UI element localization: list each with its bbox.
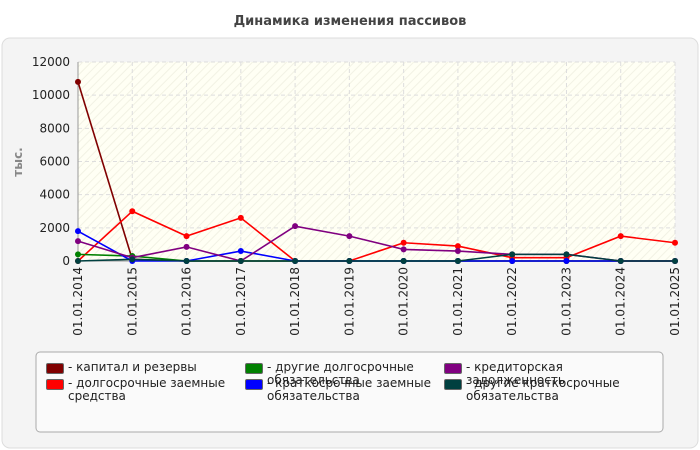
data-point	[129, 256, 136, 263]
data-point	[346, 233, 353, 240]
x-tick-label: 01.01.2023	[559, 267, 573, 336]
x-tick-label: 01.01.2021	[451, 267, 465, 336]
series-line	[77, 210, 676, 262]
legend-swatch	[245, 363, 263, 374]
data-point	[346, 258, 353, 264]
data-point	[183, 233, 190, 240]
x-tick-label: 01.01.2020	[397, 267, 411, 336]
data-point	[75, 258, 81, 264]
x-tick-label: 01.01.2014	[71, 267, 85, 336]
y-tick-label: 10000	[32, 88, 70, 102]
legend-entry: - другие долгосрочные обязательства	[245, 361, 435, 387]
data-point	[292, 223, 299, 230]
y-axis-label: тыс.	[11, 147, 25, 176]
legend-label: - долгосрочные заемные средства	[68, 376, 226, 403]
data-point	[672, 258, 678, 264]
legend-swatch	[245, 379, 263, 390]
legend-label: - краткосрочные заемные обязательства	[267, 376, 431, 403]
data-point	[672, 239, 678, 246]
data-point	[509, 251, 516, 258]
legend-swatch	[444, 363, 462, 374]
x-tick-label: 01.01.2025	[668, 267, 682, 336]
legend-box	[35, 351, 664, 433]
legend-swatch	[46, 363, 64, 374]
x-tick-label: 01.01.2017	[234, 267, 248, 336]
data-point	[129, 208, 136, 215]
y-tick-label: 2000	[39, 221, 70, 235]
legend-label: - капитал и резервы	[68, 360, 197, 374]
legend-entry: - долгосрочные заемные средства	[46, 377, 236, 403]
data-point	[237, 248, 244, 255]
y-tick-label: 6000	[39, 155, 70, 169]
y-tick-label: 8000	[39, 121, 70, 135]
legend-entry: - капитал и резервы	[46, 361, 236, 374]
data-point	[400, 239, 407, 246]
legend-entry: - кредиторская задолженность	[444, 361, 659, 387]
chart-title: Динамика изменения пассивов	[234, 14, 467, 29]
data-point	[75, 78, 81, 85]
data-point	[183, 243, 190, 250]
data-point	[400, 246, 407, 253]
data-point	[237, 214, 244, 221]
data-point	[75, 251, 81, 258]
data-point	[183, 258, 190, 264]
data-point	[400, 258, 407, 264]
legend-label: - другие долгосрочные обязательства	[267, 360, 414, 387]
x-tick-label: 01.01.2015	[125, 267, 139, 336]
data-point	[563, 251, 570, 258]
data-point	[75, 238, 81, 245]
y-tick-label: 4000	[39, 188, 70, 202]
data-point	[454, 248, 461, 255]
legend-swatch	[444, 379, 462, 390]
data-point	[563, 258, 570, 264]
x-tick-label: 01.01.2024	[614, 267, 628, 336]
x-tick-label: 01.01.2018	[288, 267, 302, 336]
x-tick-label: 01.01.2019	[342, 267, 356, 336]
data-point	[237, 258, 244, 264]
y-tick-label: 12000	[32, 55, 70, 69]
series-line	[77, 253, 675, 262]
y-tick-label: 0	[62, 254, 70, 268]
x-tick-label: 01.01.2022	[505, 267, 519, 336]
data-point	[509, 258, 516, 264]
x-tick-label: 01.01.2016	[180, 267, 194, 336]
data-point	[454, 258, 461, 264]
data-point	[617, 258, 624, 264]
data-point	[454, 243, 461, 250]
legend-label: - другие краткосрочные обязательства	[466, 376, 620, 403]
legend-entry: - другие краткосрочные обязательства	[444, 377, 659, 403]
legend-label: - кредиторская задолженность	[466, 360, 565, 387]
legend-swatch	[46, 379, 64, 390]
data-point	[617, 233, 624, 240]
data-point	[75, 228, 81, 235]
legend-entry: - краткосрочные заемные обязательства	[245, 377, 435, 403]
data-point	[292, 258, 299, 264]
